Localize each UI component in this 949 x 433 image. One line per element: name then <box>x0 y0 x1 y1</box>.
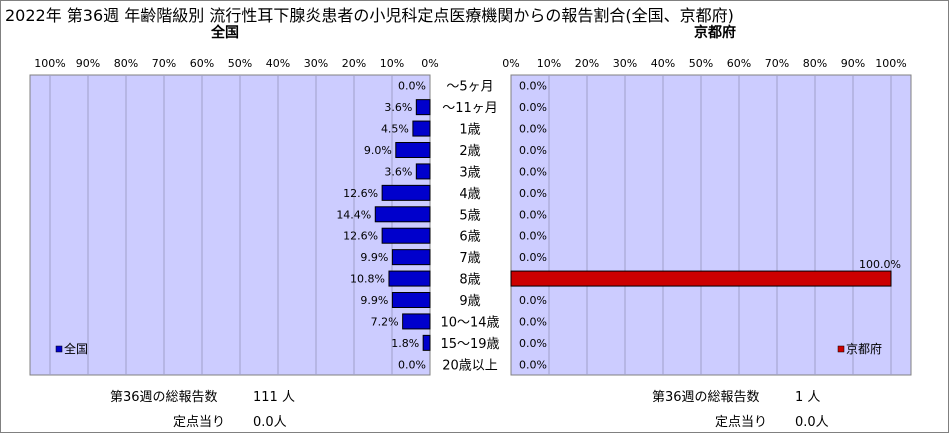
left-data-label: 3.6% <box>384 101 412 114</box>
right-legend-label: 京都府 <box>846 341 882 356</box>
category-label: 9歳 <box>459 294 480 309</box>
right-data-label: 100.0% <box>859 258 901 271</box>
right-data-label: 0.0% <box>519 294 547 307</box>
left-data-label: 9.9% <box>360 294 388 307</box>
left-bar <box>391 249 431 266</box>
category-label: 20歳以上 <box>442 358 498 373</box>
left-plot-area: 0% 10% 20% 30% 40% 50% 60% 70% 80% 90% 100% 0.0% 3.6… <box>29 57 439 376</box>
right-data-label: 0.0% <box>519 165 547 178</box>
left-tick-label: 30% <box>304 57 328 70</box>
left-data-label: 12.6% <box>343 187 378 200</box>
left-legend-swatch <box>55 345 63 353</box>
category-label: 3歳 <box>459 165 480 180</box>
left-data-label: 1.8% <box>391 337 419 350</box>
right-tick-label: 90% <box>841 57 865 70</box>
right-tick-label: 30% <box>613 57 637 70</box>
left-tick-label: 0% <box>421 57 438 70</box>
left-tick-label: 90% <box>76 57 100 70</box>
category-label: 1歳 <box>459 123 480 138</box>
left-total-label: 第36週の総報告数 <box>110 390 218 405</box>
right-data-label: 0.0% <box>519 230 547 243</box>
left-bar <box>415 163 431 180</box>
left-bar <box>374 206 431 223</box>
left-bar <box>395 142 431 158</box>
left-data-label: 0.0% <box>398 358 426 371</box>
left-tick-label: 10% <box>380 57 404 70</box>
left-tick-label: 80% <box>114 57 138 70</box>
right-bar <box>510 270 892 287</box>
right-tick-label: 70% <box>765 57 789 70</box>
left-bar <box>412 120 431 137</box>
left-data-label: 0.0% <box>398 80 426 93</box>
left-data-label: 12.6% <box>343 230 378 243</box>
right-tick-label: 0% <box>502 57 519 70</box>
right-tick-label: 20% <box>575 57 599 70</box>
left-data-label: 7.2% <box>371 315 399 328</box>
right-tick-label: 80% <box>803 57 827 70</box>
left-data-label: 9.0% <box>364 144 392 157</box>
category-label: 7歳 <box>459 251 480 266</box>
right-data-label: 0.0% <box>519 337 547 350</box>
right-panel-title: 京都府 <box>694 25 736 41</box>
left-tick-label: 40% <box>266 57 290 70</box>
left-per-label: 定点当り <box>173 415 226 430</box>
category-label: ～11ヶ月 <box>442 101 498 116</box>
right-per-label: 定点当り <box>715 415 768 430</box>
left-bar <box>391 292 431 308</box>
right-data-label: 0.0% <box>519 251 547 264</box>
category-label: 4歳 <box>459 187 480 202</box>
left-bar <box>388 270 431 287</box>
left-data-label: 10.8% <box>350 273 385 286</box>
left-data-label: 4.5% <box>381 123 409 136</box>
age-category-labels: ～5ヶ月 ～11ヶ月 1歳 2歳 3歳 4歳 5歳 6歳 7歳 8歳 9歳 10～14歳 15～19歳 2… <box>440 80 499 374</box>
category-label: 2歳 <box>459 144 480 159</box>
right-legend-swatch <box>837 345 845 353</box>
left-total-value: 111 人 <box>253 390 295 405</box>
left-per-value: 0.0人 <box>253 415 287 430</box>
left-legend-label: 全国 <box>64 341 88 356</box>
right-data-label: 0.0% <box>519 358 547 371</box>
left-bar <box>381 184 431 201</box>
category-label: 15～19歳 <box>440 337 499 352</box>
right-tick-label: 40% <box>651 57 675 70</box>
right-tick-label: 50% <box>689 57 713 70</box>
right-data-label: 0.0% <box>519 80 547 93</box>
right-data-label: 0.0% <box>519 144 547 157</box>
right-per-value: 0.0人 <box>795 415 829 430</box>
category-label: 10～14歳 <box>440 315 499 330</box>
left-panel-title: 全国 <box>211 25 239 41</box>
right-data-label: 0.0% <box>519 101 547 114</box>
left-tick-label: 70% <box>152 57 176 70</box>
left-bar <box>415 99 431 116</box>
left-data-label: 3.6% <box>384 165 412 178</box>
left-bar <box>422 334 431 351</box>
right-plot-background <box>510 74 912 376</box>
left-tick-label: 50% <box>228 57 252 70</box>
right-data-label: 0.0% <box>519 208 547 221</box>
left-tick-label: 20% <box>342 57 366 70</box>
category-label: ～5ヶ月 <box>446 80 493 95</box>
left-bar <box>402 313 431 330</box>
right-data-label: 0.0% <box>519 187 547 200</box>
chart-title: 2022年 第36週 年齢階級別 流行性耳下腺炎患者の小児科定点医療機関からの報… <box>5 6 734 25</box>
category-label: 6歳 <box>459 230 480 245</box>
left-data-label: 9.9% <box>360 251 388 264</box>
right-tick-label: 100% <box>875 57 906 70</box>
category-label: 5歳 <box>459 208 480 223</box>
right-data-label: 0.0% <box>519 123 547 136</box>
category-label: 8歳 <box>459 273 480 288</box>
right-tick-label: 60% <box>727 57 751 70</box>
left-data-label: 14.4% <box>336 208 371 221</box>
right-data-label: 0.0% <box>519 315 547 328</box>
left-tick-label: 60% <box>190 57 214 70</box>
right-tick-label: 10% <box>537 57 561 70</box>
right-total-label: 第36週の総報告数 <box>652 390 760 405</box>
right-total-value: 1 人 <box>795 390 821 405</box>
right-plot-area: 0% 10% 20% 30% 40% 50% 60% 70% 80% 90% 100% 0.0% 0.0… <box>502 57 912 376</box>
left-bar <box>381 227 431 244</box>
left-tick-label: 100% <box>34 57 65 70</box>
left-plot-background <box>29 74 431 376</box>
